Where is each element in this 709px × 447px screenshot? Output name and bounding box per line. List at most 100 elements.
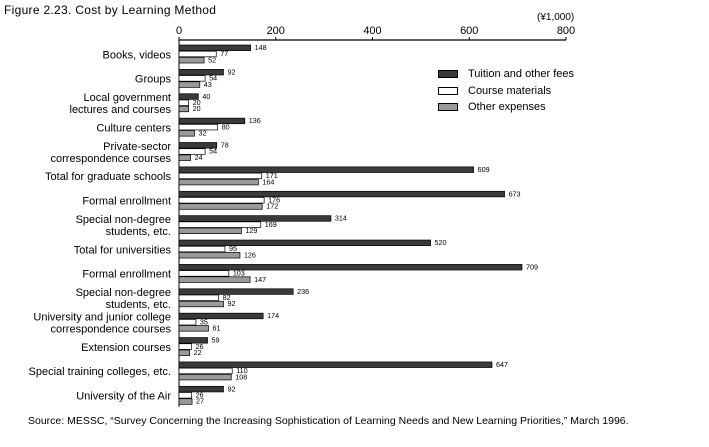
bar-value-label: 54 — [209, 147, 217, 156]
bar-value-label: 673 — [509, 189, 521, 198]
bar — [178, 44, 251, 51]
bar — [178, 349, 190, 356]
category-label: University and junior college — [33, 311, 171, 323]
bar — [178, 203, 263, 210]
category-label: Books, videos — [103, 49, 172, 61]
bar-value-label: 172 — [266, 202, 278, 211]
bar — [178, 239, 431, 246]
bar — [178, 57, 205, 64]
bar-value-label: 126 — [244, 250, 256, 259]
bar — [178, 300, 224, 308]
bar-value-label: 647 — [496, 360, 508, 369]
bar — [178, 215, 332, 222]
bar — [178, 75, 206, 82]
bar — [178, 117, 246, 125]
bar-value-label: 77 — [220, 49, 228, 58]
bar — [178, 312, 264, 320]
bar — [178, 172, 263, 180]
figure-title: Figure 2.23. Cost by Learning Method — [4, 3, 217, 17]
category-label: Formal enrollment — [82, 269, 171, 281]
bar-value-label: 169 — [265, 220, 277, 229]
bar — [178, 123, 219, 131]
legend-swatch-tuition — [438, 70, 458, 79]
bar-value-label: 148 — [255, 43, 267, 52]
bar-value-label: 609 — [478, 165, 490, 174]
bar — [178, 337, 208, 344]
bar — [178, 178, 259, 186]
bar — [178, 398, 193, 405]
bar — [178, 148, 206, 155]
bar-value-label: 92 — [228, 67, 236, 76]
bar-value-label: 92 — [228, 384, 236, 393]
unit-label: (¥1,000) — [537, 12, 575, 23]
bar — [178, 69, 224, 76]
bar — [178, 270, 230, 277]
bar — [178, 325, 209, 332]
bar-value-label: 26 — [196, 391, 204, 400]
bar-value-label: 54 — [209, 74, 217, 83]
legend-label-materials: Course materials — [468, 84, 552, 97]
bar — [178, 99, 190, 106]
bar-value-label: 40 — [202, 92, 210, 101]
category-label: Total for universities — [74, 244, 172, 256]
legend-item-materials: Course materials — [438, 83, 574, 100]
category-label: lectures and courses — [70, 104, 172, 116]
category-label: Special non-degree — [76, 287, 171, 299]
bar-value-label: 61 — [213, 324, 221, 333]
bar-value-label: 80 — [222, 122, 230, 131]
bar — [178, 154, 191, 161]
bar-value-label: 32 — [198, 129, 206, 138]
bar — [178, 130, 195, 137]
bar — [178, 392, 192, 399]
x-tick-label: 400 — [363, 25, 381, 37]
legend-label-tuition: Tuition and other fees — [468, 68, 574, 81]
legend-label-other: Other expenses — [468, 101, 546, 114]
bar — [178, 93, 199, 100]
bar — [178, 361, 493, 368]
bar-value-label: 59 — [212, 336, 220, 345]
bar — [178, 81, 201, 88]
bar-value-label: 35 — [200, 317, 208, 326]
bar-value-label: 24 — [195, 153, 203, 162]
bar-value-label: 27 — [196, 397, 204, 406]
bar — [178, 385, 224, 393]
legend-item-tuition: Tuition and other fees — [438, 66, 574, 83]
category-label: Formal enrollment — [82, 196, 171, 208]
bar — [178, 264, 523, 271]
bar — [178, 276, 251, 283]
x-tick-label: 0 — [176, 25, 182, 37]
bar-value-label: 236 — [297, 287, 309, 296]
bar-value-label: 52 — [208, 55, 216, 64]
bar — [178, 252, 241, 259]
bar-value-label: 20 — [193, 98, 201, 107]
bar-value-label: 20 — [193, 104, 201, 113]
category-label: students, etc. — [106, 226, 171, 238]
x-tick-label: 200 — [267, 25, 285, 37]
category-label: Groups — [135, 74, 172, 86]
bar — [178, 142, 218, 149]
bar-value-label: 95 — [229, 244, 237, 253]
category-label: correspondence courses — [51, 153, 172, 165]
bar-value-label: 147 — [254, 275, 266, 284]
x-tick-label: 800 — [557, 25, 575, 37]
bar — [178, 105, 190, 113]
bar-value-label: 174 — [267, 311, 279, 320]
category-label: University of the Air — [76, 391, 171, 403]
category-label: Local government — [84, 92, 171, 104]
bar-value-label: 314 — [335, 214, 347, 223]
bar-value-label: 136 — [249, 116, 261, 125]
legend: Tuition and other fees Course materials … — [438, 66, 574, 116]
bar-value-label: 171 — [266, 171, 278, 180]
bar — [178, 319, 197, 326]
category-label: correspondence courses — [51, 323, 172, 335]
category-label: Culture centers — [96, 122, 171, 134]
bar — [178, 227, 242, 235]
category-label: students, etc. — [106, 299, 171, 311]
bar-value-label: 103 — [233, 269, 245, 278]
category-label: Private-sector — [103, 141, 171, 153]
bar — [178, 50, 217, 58]
bar-value-label: 176 — [268, 195, 280, 204]
category-label: Special non-degree — [76, 214, 171, 226]
bar-value-label: 110 — [236, 366, 247, 375]
